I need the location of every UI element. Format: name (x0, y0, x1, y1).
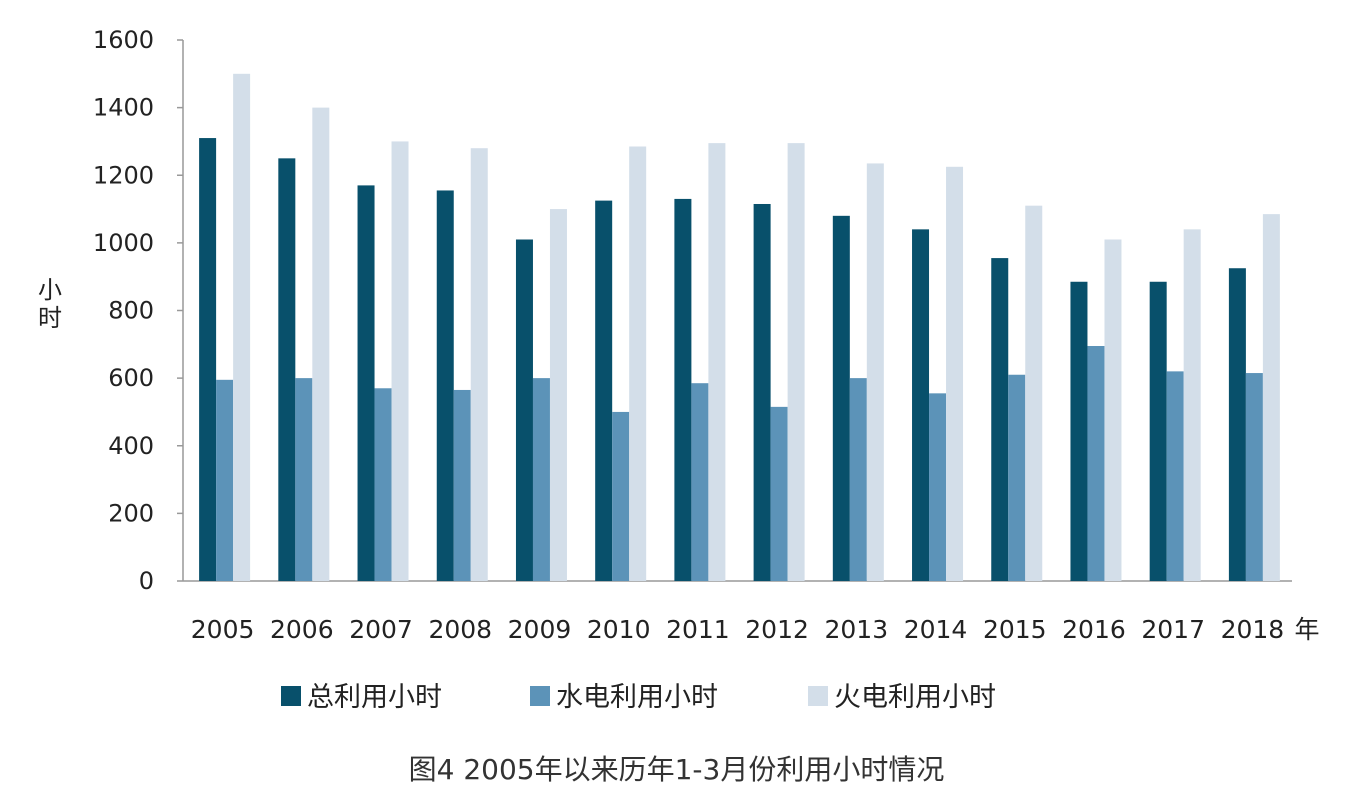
bar-hydro-2006 (295, 378, 313, 581)
x-axis-ticks: 2005 2006 2007 2008 2009 2010 2011 2012 2013 2014… (191, 615, 1284, 644)
y-tick-label: 200 (108, 499, 154, 527)
bar-hydro-2012 (770, 406, 788, 581)
figure-caption: 图4 2005年以来历年1-3月份利用小时情况 (408, 753, 945, 786)
x-tick-label: 2012 (745, 615, 809, 644)
y-axis-ticks: 0 200 400 600 800 1000 1200 1400 1600 (93, 26, 183, 595)
x-tick-label: 2017 (1141, 615, 1205, 644)
bar-total-2013 (832, 215, 850, 581)
bar-thermal-2013 (866, 163, 884, 581)
bar-hydro-2007 (374, 388, 392, 581)
legend-swatch-hydro (530, 686, 550, 706)
bar-thermal-2005 (233, 73, 251, 581)
y-tick-label: 400 (108, 432, 154, 460)
bar-thermal-2008 (470, 148, 488, 581)
bar-hydro-2018 (1245, 373, 1263, 581)
bar-total-2007 (357, 185, 375, 582)
bar-thermal-2018 (1262, 214, 1280, 581)
x-tick-label: 2009 (508, 615, 572, 644)
bar-thermal-2006 (312, 107, 330, 581)
bar-total-2016 (1070, 281, 1088, 581)
legend-swatch-thermal (808, 686, 828, 706)
bar-hydro-2015 (1008, 374, 1026, 581)
legend: 总利用小时 水电利用小时 火电利用小时 (281, 682, 996, 713)
bar-total-2009 (515, 239, 533, 581)
bar-total-2010 (595, 200, 613, 581)
bar-total-2012 (753, 203, 771, 581)
bar-hydro-2016 (1087, 346, 1105, 581)
legend-label-total: 总利用小时 (307, 682, 442, 713)
bar-hydro-2014 (929, 393, 947, 581)
bar-thermal-2017 (1183, 229, 1201, 581)
legend-label-thermal: 火电利用小时 (834, 682, 996, 713)
x-axis-label: 年 (1294, 615, 1319, 644)
bar-hydro-2009 (532, 378, 550, 581)
y-tick-label: 600 (108, 364, 154, 392)
x-tick-label: 2016 (1062, 615, 1126, 644)
bar-total-2014 (912, 229, 930, 581)
bars (199, 73, 1280, 582)
x-tick-label: 2015 (983, 615, 1047, 644)
bar-hydro-2010 (612, 411, 630, 581)
x-tick-label: 2007 (349, 615, 413, 644)
x-tick-label: 2013 (825, 615, 889, 644)
bar-total-2018 (1228, 268, 1246, 581)
bar-thermal-2015 (1025, 205, 1043, 581)
y-tick-label: 1000 (93, 229, 154, 257)
x-tick-label: 2010 (587, 615, 651, 644)
y-tick-label: 1200 (93, 161, 154, 189)
x-tick-label: 2018 (1221, 615, 1285, 644)
x-tick-label: 2008 (428, 615, 492, 644)
bar-thermal-2009 (549, 209, 567, 581)
bar-hydro-2017 (1166, 371, 1184, 581)
bar-total-2008 (436, 190, 454, 581)
x-tick-label: 2014 (904, 615, 968, 644)
bar-thermal-2011 (708, 143, 726, 582)
bar-thermal-2014 (946, 166, 964, 581)
bar-hydro-2011 (691, 383, 709, 581)
bar-thermal-2012 (787, 143, 805, 582)
bar-hydro-2008 (453, 389, 471, 581)
bar-total-2017 (1149, 281, 1167, 581)
bar-total-2005 (199, 138, 217, 581)
y-axis-label: 小时 (38, 276, 62, 332)
legend-label-hydro: 水电利用小时 (556, 682, 718, 713)
x-tick-label: 2005 (191, 615, 255, 644)
bar-hydro-2005 (216, 379, 234, 581)
x-tick-label: 2006 (270, 615, 334, 644)
legend-swatch-total (281, 686, 301, 706)
bar-hydro-2013 (849, 378, 867, 581)
bar-total-2011 (674, 198, 692, 581)
y-tick-label: 1400 (93, 94, 154, 122)
x-tick-label: 2011 (666, 615, 730, 644)
y-tick-label: 1600 (93, 26, 154, 54)
bar-thermal-2016 (1104, 239, 1122, 581)
y-tick-label: 0 (139, 567, 154, 595)
bar-total-2015 (991, 258, 1009, 581)
bar-total-2006 (278, 158, 296, 581)
bar-thermal-2010 (629, 146, 647, 581)
bar-thermal-2007 (391, 141, 409, 581)
y-tick-label: 800 (108, 297, 154, 325)
